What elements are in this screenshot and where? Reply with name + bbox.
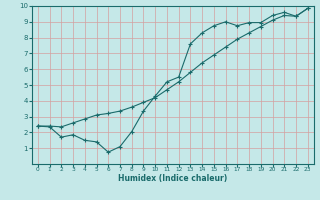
X-axis label: Humidex (Indice chaleur): Humidex (Indice chaleur)	[118, 174, 228, 183]
